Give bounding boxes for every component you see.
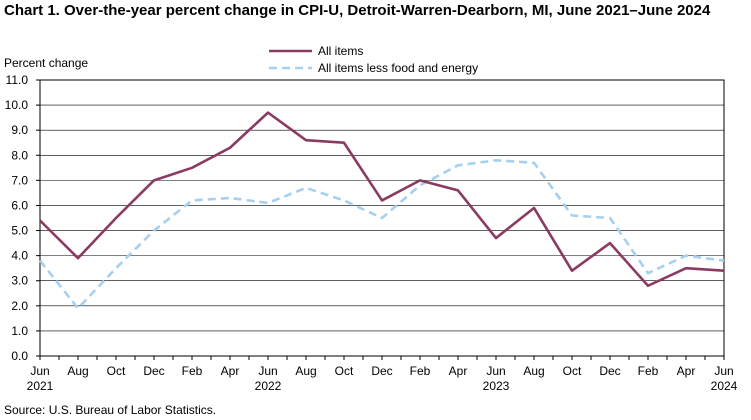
legend-label: All items — [318, 44, 363, 58]
x-tick-label: Dec — [371, 364, 392, 378]
x-tick-label: Apr — [221, 364, 240, 378]
x-tick-label: Aug — [67, 364, 88, 378]
x-tick-label: Feb — [182, 364, 203, 378]
series-line-all-items — [39, 111, 725, 288]
x-tick-label: Aug — [295, 364, 316, 378]
x-tick-label: Apr — [449, 364, 468, 378]
x-tick-year-label: 2022 — [255, 379, 282, 393]
y-tick-label: 7.0 — [11, 173, 28, 187]
chart-title: Chart 1. Over-the-year percent change in… — [4, 2, 711, 19]
series-lines — [38, 111, 725, 310]
y-tick-label: 3.0 — [11, 274, 28, 288]
y-tick-label: 10.0 — [5, 98, 29, 112]
y-tick-label: 6.0 — [11, 198, 28, 212]
y-tick-label: 2.0 — [11, 299, 28, 313]
y-tick-label: 5.0 — [11, 224, 28, 238]
legend: All items All items less food and energy — [269, 44, 478, 75]
source-note: Source: U.S. Bureau of Labor Statistics. — [4, 403, 217, 417]
x-tick-year-label: 2021 — [27, 379, 54, 393]
x-tick-label: Aug — [523, 364, 544, 378]
y-tick-label: 9.0 — [11, 123, 28, 137]
x-tick-year-label: 2024 — [711, 379, 738, 393]
x-tick-label: Oct — [335, 364, 354, 378]
y-tick-label: 1.0 — [11, 324, 28, 338]
x-tick-label: Oct — [563, 364, 582, 378]
x-tick-label: Jun — [486, 364, 505, 378]
series-line-core — [38, 158, 725, 310]
x-tick-label: Jun — [30, 364, 49, 378]
x-tick-label: Apr — [677, 364, 696, 378]
x-tick-year-label: 2023 — [483, 379, 510, 393]
gridlines — [40, 104, 724, 332]
x-tick-label: Oct — [107, 364, 126, 378]
y-axis-label: Percent change — [4, 56, 88, 70]
y-tick-label: 8.0 — [11, 148, 28, 162]
x-tick-label: Feb — [638, 364, 659, 378]
x-tick-label: Jun — [258, 364, 277, 378]
y-tick-label: 4.0 — [11, 249, 28, 263]
x-tick-label: Feb — [410, 364, 431, 378]
legend-label: All items less food and energy — [318, 61, 478, 75]
x-tick-label: Dec — [599, 364, 620, 378]
y-axis-ticks: 0.0 1.0 2.0 3.0 4.0 5.0 6.0 7.0 8.0 9.0 10.0 11.0 — [5, 73, 40, 363]
y-tick-label: 11.0 — [6, 73, 29, 87]
x-tick-label: Jun — [714, 364, 733, 378]
y-tick-label: 0.0 — [11, 349, 28, 363]
x-tick-label: Dec — [143, 364, 164, 378]
